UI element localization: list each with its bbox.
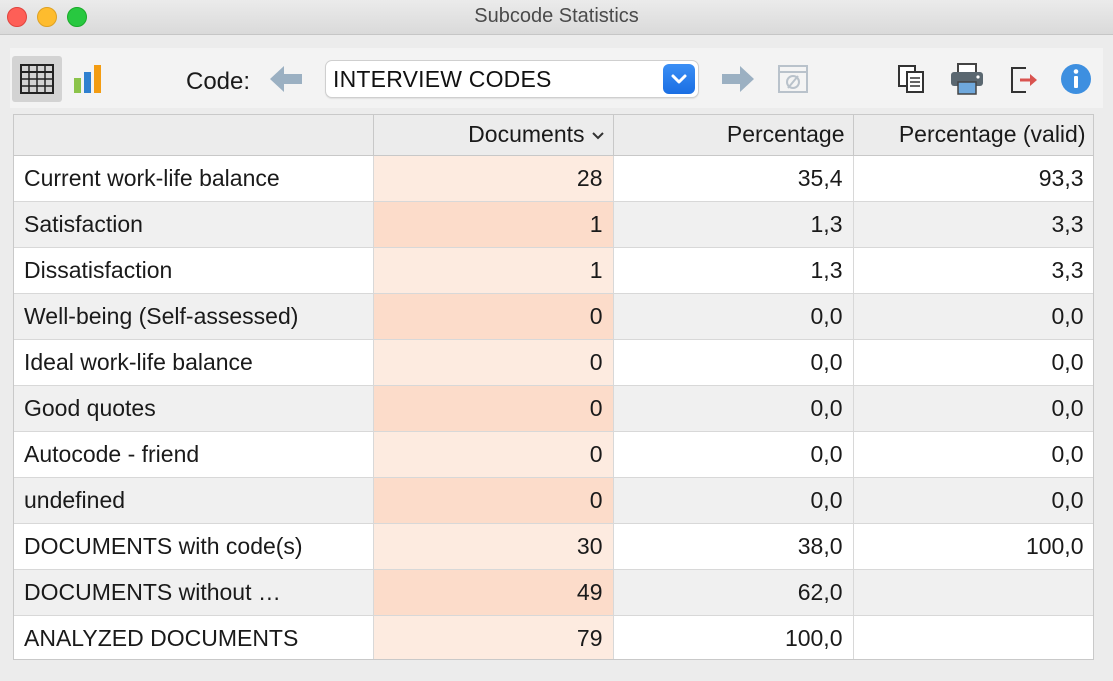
documents-cell: 0 — [373, 431, 614, 478]
percentage-cell: 0,0 — [613, 477, 854, 524]
table-row[interactable]: Autocode - friend 0 0,0 0,0 — [14, 431, 1093, 478]
percentage-valid-cell: 93,3 — [853, 155, 1093, 202]
percentage-valid-cell: 100,0 — [853, 523, 1093, 570]
percentage-valid-cell: 0,0 — [853, 293, 1093, 340]
no-filter-button[interactable] — [776, 62, 810, 96]
percentage-valid-cell: 0,0 — [853, 477, 1093, 524]
sort-descending-icon — [591, 132, 604, 140]
table-row[interactable]: Dissatisfaction 1 1,3 3,3 — [14, 247, 1093, 294]
chart-view-icon — [74, 65, 101, 93]
arrow-left-icon — [270, 66, 302, 92]
percentage-cell: 62,0 — [613, 569, 854, 616]
documents-cell: 1 — [373, 247, 614, 294]
table-row[interactable]: Good quotes 0 0,0 0,0 — [14, 385, 1093, 432]
column-header-code[interactable] — [14, 115, 374, 156]
title-bar: Subcode Statistics — [0, 0, 1113, 35]
percentage-cell: 0,0 — [613, 385, 854, 432]
table-view-button[interactable] — [12, 56, 62, 102]
subcode-statistics-table: Documents Percentage Percentage (valid) … — [13, 114, 1094, 660]
info-icon — [1061, 64, 1091, 94]
minimize-window-button[interactable] — [37, 7, 57, 27]
table-row[interactable]: Ideal work-life balance 0 0,0 0,0 — [14, 339, 1093, 386]
table-row[interactable]: Well-being (Self-assessed) 0 0,0 0,0 — [14, 293, 1093, 340]
row-label-cell: Satisfaction — [14, 201, 374, 248]
copy-icon — [898, 65, 924, 93]
table-row[interactable]: Satisfaction 1 1,3 3,3 — [14, 201, 1093, 248]
table-header-row: Documents Percentage Percentage (valid) — [14, 115, 1093, 156]
export-icon — [1011, 67, 1037, 93]
table-view-icon — [20, 64, 54, 94]
table-row[interactable]: DOCUMENTS without … 49 62,0 — [14, 569, 1093, 616]
row-label-cell: Ideal work-life balance — [14, 339, 374, 386]
table-body: Current work-life balance 28 35,4 93,3 Satis… — [14, 155, 1093, 659]
chart-view-button[interactable] — [68, 56, 114, 102]
maximize-window-button[interactable] — [67, 7, 87, 27]
column-header-documents-label: Documents — [468, 121, 585, 148]
documents-cell: 0 — [373, 385, 614, 432]
code-select-value: INTERVIEW CODES — [333, 66, 552, 92]
print-button[interactable] — [948, 60, 986, 98]
row-label-cell: Well-being (Self-assessed) — [14, 293, 374, 340]
copy-button[interactable] — [894, 62, 928, 96]
percentage-valid-cell: 0,0 — [853, 339, 1093, 386]
documents-cell: 0 — [373, 293, 614, 340]
percentage-valid-cell: 0,0 — [853, 385, 1093, 432]
arrow-right-icon — [722, 66, 754, 92]
row-label-cell: ANALYZED DOCUMENTS — [14, 615, 374, 659]
code-select[interactable]: INTERVIEW CODES — [325, 60, 699, 98]
table-row[interactable]: DOCUMENTS with code(s) 30 38,0 100,0 — [14, 523, 1093, 570]
code-select-dropdown-button[interactable] — [663, 64, 695, 94]
print-icon — [951, 63, 983, 95]
window-title: Subcode Statistics — [474, 5, 639, 27]
next-code-button[interactable] — [718, 62, 758, 96]
no-filter-icon — [778, 65, 808, 93]
percentage-cell: 1,3 — [613, 201, 854, 248]
close-window-button[interactable] — [7, 7, 27, 27]
row-label-cell: DOCUMENTS without … — [14, 569, 374, 616]
documents-cell: 49 — [373, 569, 614, 616]
documents-cell: 0 — [373, 477, 614, 524]
row-label-cell: Good quotes — [14, 385, 374, 432]
code-label: Code: — [186, 68, 251, 95]
export-button[interactable] — [1006, 62, 1042, 96]
percentage-valid-cell: 3,3 — [853, 247, 1093, 294]
row-label-cell: Current work-life balance — [14, 155, 374, 202]
documents-cell: 1 — [373, 201, 614, 248]
documents-cell: 30 — [373, 523, 614, 570]
documents-cell: 28 — [373, 155, 614, 202]
info-button[interactable] — [1059, 62, 1093, 96]
table-row[interactable]: ANALYZED DOCUMENTS 79 100,0 — [14, 615, 1093, 659]
chevron-down-icon — [671, 74, 687, 84]
percentage-cell: 38,0 — [613, 523, 854, 570]
percentage-valid-cell — [853, 569, 1093, 616]
documents-cell: 0 — [373, 339, 614, 386]
table-row[interactable]: Current work-life balance 28 35,4 93,3 — [14, 155, 1093, 202]
percentage-cell: 0,0 — [613, 339, 854, 386]
column-header-documents[interactable]: Documents — [373, 115, 614, 156]
percentage-cell: 0,0 — [613, 431, 854, 478]
percentage-valid-cell: 0,0 — [853, 431, 1093, 478]
percentage-valid-cell — [853, 615, 1093, 659]
column-header-percentage[interactable]: Percentage — [613, 115, 854, 156]
percentage-cell: 100,0 — [613, 615, 854, 659]
row-label-cell: Autocode - friend — [14, 431, 374, 478]
row-label-cell: DOCUMENTS with code(s) — [14, 523, 374, 570]
previous-code-button[interactable] — [266, 62, 306, 96]
documents-cell: 79 — [373, 615, 614, 659]
column-header-percentage-valid[interactable]: Percentage (valid) — [853, 115, 1093, 156]
percentage-cell: 35,4 — [613, 155, 854, 202]
percentage-valid-cell: 3,3 — [853, 201, 1093, 248]
percentage-cell: 0,0 — [613, 293, 854, 340]
percentage-cell: 1,3 — [613, 247, 854, 294]
toolbar: Code: INTERVIEW CODES — [10, 48, 1103, 108]
table-row[interactable]: undefined 0 0,0 0,0 — [14, 477, 1093, 524]
row-label-cell: undefined — [14, 477, 374, 524]
row-label-cell: Dissatisfaction — [14, 247, 374, 294]
